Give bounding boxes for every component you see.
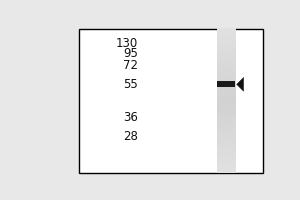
Text: 72: 72 [123,59,138,72]
Text: 130: 130 [116,37,138,50]
Polygon shape [237,77,244,91]
Text: 36: 36 [123,111,138,124]
Bar [217,81,236,87]
Bar [79,29,263,173]
Text: 28: 28 [123,130,138,143]
Text: 55: 55 [123,78,138,91]
Text: 95: 95 [123,47,138,60]
